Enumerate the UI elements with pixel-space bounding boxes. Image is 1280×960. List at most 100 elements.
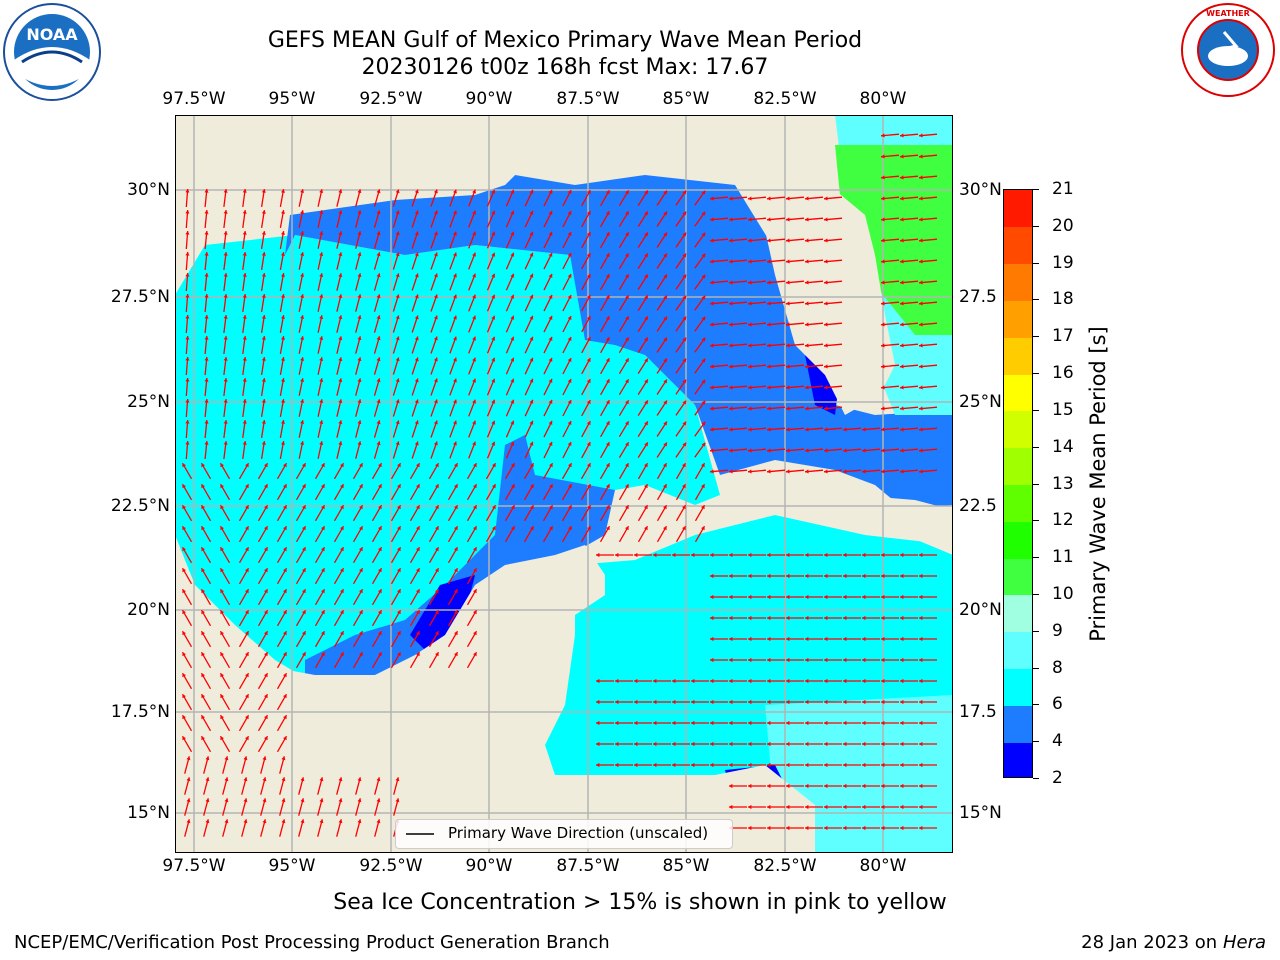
tick-label: 92.5°W [359,856,423,876]
wave-arrow-head [767,678,771,684]
wave-arrow-head [395,420,400,425]
wave-arrow-head [359,526,363,531]
wave-arrow-head [338,420,343,425]
wave-arrow-head [805,699,809,705]
colorbar-tick-mark [1033,225,1039,227]
wave-arrow-head [182,652,186,657]
wave-arrow-head [881,364,885,369]
wave-arrow-head [606,484,610,489]
wave-arrow-head [321,547,325,552]
wave-arrow-head [319,420,324,424]
wave-arrow-head [568,463,572,468]
wave-arrow-head [881,469,885,474]
wave-arrow-head [805,238,809,243]
wave-arrow-head [824,699,828,705]
wave-arrow-head [767,217,771,222]
wave-arrow-head [625,526,629,531]
wave-arrow-head [701,190,706,195]
wave-arrow-head [710,259,714,264]
wave-arrow-head [397,631,401,636]
wave-arrow-head [283,610,287,615]
wave-arrow-head [472,399,476,404]
wave-arrow-head [245,715,249,720]
wave-arrow-head [710,322,714,327]
wave-arrow-head [338,441,343,446]
wave-arrow-head [682,232,687,237]
wave-arrow-head [862,678,866,684]
tick-label: 95°W [268,89,316,109]
wave-arrow-head [340,610,344,615]
wave-arrow-head [378,652,382,657]
tick-label: 87.5°W [556,856,620,876]
wave-arrow-head [283,463,287,468]
wave-arrow-head [283,568,287,573]
wave-arrow-head [242,420,247,424]
wave-arrow-head [472,273,476,278]
tick-label: 95°W [268,856,316,876]
wave-arrow-head [433,231,438,236]
wave-arrow-head [644,274,648,279]
wave-arrow-head [510,252,515,257]
wave-arrow-head [530,505,534,510]
wave-arrow-head [261,252,266,256]
tick-label: 82.5°W [753,89,817,109]
wave-arrow-head [682,358,687,363]
wave-arrow-head [663,211,667,216]
wave-arrow-head [919,594,923,600]
wave-arrow-head [900,657,904,663]
wave-arrow-head [435,610,439,615]
wave-arrow-head [625,421,629,426]
wave-arrow-head [283,589,287,594]
wave-arrow-head [319,294,324,298]
wave-arrow-head [625,379,629,384]
colorbar-tick-label: 13 [1052,473,1074,494]
wave-arrow-head [473,484,477,489]
wave-arrow-head [900,133,904,138]
wave-arrow-head [549,484,553,489]
wave-arrow-head [245,631,249,636]
wave-arrow-head [767,804,771,810]
wave-arrow-head [805,385,809,390]
wave-arrow-head [416,526,420,531]
wave-arrow-head [492,484,496,489]
wave-arrow-head [300,294,305,298]
wave-arrow-head [245,694,249,699]
wave-arrow-head [376,189,381,194]
wave-arrow-head [748,825,752,831]
wave-arrow-head [710,427,714,432]
wave-arrow-head [881,741,885,747]
wave-arrow-head [510,273,515,278]
wave-arrow-head [824,280,828,285]
wave-arrow-head [201,568,205,573]
colorbar-tick-mark [1033,778,1039,779]
wave-arrow-head [805,280,809,285]
wave-arrow-head [634,741,638,747]
wave-arrow-head [748,427,752,432]
wave-arrow-head [321,526,325,531]
wave-arrow-head [691,699,695,705]
wave-arrow-head [510,378,515,383]
tick-label: 30°N [959,180,1002,200]
wave-arrow-head [338,273,343,278]
wave-arrow-head [338,231,343,236]
wave-arrow-head [644,232,648,237]
wave-arrow-head [376,819,381,824]
wave-arrow-head [245,505,249,510]
footer-date-text: 28 Jan 2023 on [1081,932,1223,953]
wave-arrow-head [472,252,476,257]
wave-arrow-head [862,783,866,789]
wave-arrow-head [204,294,209,298]
wave-arrow-head [672,762,676,768]
wave-arrow-head [767,825,771,831]
colorbar-tick-mark [1033,262,1039,264]
wave-arrow-head [653,762,657,768]
map-legend: Primary Wave Direction (unscaled) [395,819,733,849]
wave-arrow-head [586,316,591,321]
wave-arrow-head [261,273,266,277]
wave-arrow-head [881,678,885,684]
wave-arrow-head [644,526,648,531]
wave-arrow-head [204,357,209,361]
wave-arrow-head [414,252,419,257]
wave-arrow-head [710,301,714,306]
wave-arrow-head [805,301,809,306]
